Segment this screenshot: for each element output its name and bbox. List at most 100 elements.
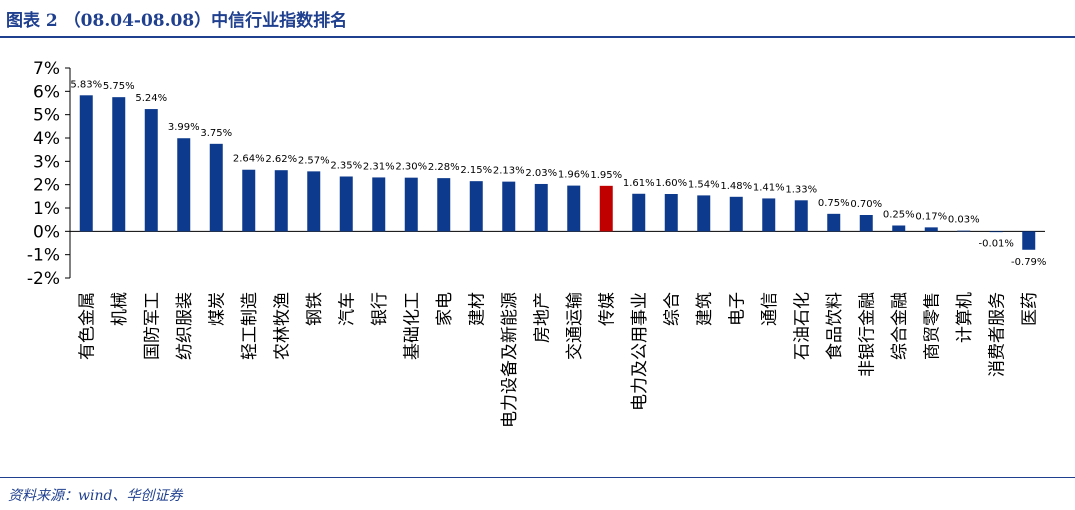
- category-label-7: 钢铁: [305, 292, 325, 326]
- data-label-26: 0.17%: [915, 211, 947, 222]
- category-label-26: 商贸零售: [922, 292, 942, 360]
- axis-layer: 7% 6% 5% 4% 3% 2% 1% 0% -1% -2%: [27, 59, 1045, 289]
- bar-16: [599, 185, 613, 232]
- category-label-14: 房地产: [532, 292, 552, 343]
- bar-17: [632, 193, 646, 232]
- y-tick-label: 6%: [33, 82, 60, 102]
- figure-title: 图表 2 （08.04-08.08）中信行业指数排名: [6, 11, 348, 31]
- bar-25: [892, 225, 906, 232]
- category-label-9: 银行: [370, 292, 390, 326]
- y-tick-label: 2%: [33, 176, 60, 196]
- bar-23: [827, 213, 841, 232]
- bar-5: [242, 169, 256, 232]
- category-label-23: 食品饮料: [825, 292, 845, 360]
- data-label-3: 3.99%: [168, 122, 200, 133]
- bar-11: [437, 178, 451, 232]
- category-label-17: 电力及公用事业: [630, 292, 650, 411]
- category-label-18: 综合: [662, 292, 682, 326]
- bar-13: [502, 181, 516, 232]
- y-tick-label: 5%: [33, 106, 60, 126]
- data-label-24: 0.70%: [850, 199, 882, 210]
- data-label-28: -0.01%: [979, 239, 1014, 250]
- category-label-25: 综合金融: [890, 292, 910, 360]
- bar-0: [79, 95, 93, 232]
- data-label-0: 5.83%: [70, 79, 102, 90]
- data-label-18: 1.60%: [655, 178, 687, 189]
- category-label-1: 机械: [110, 292, 130, 326]
- category-label-10: 基础化工: [402, 292, 422, 360]
- bar-24: [859, 215, 873, 232]
- data-label-layer: 5.83% 5.75%5.24% 3.99%3.75% 2.64% 2.62% 2.57%…: [70, 79, 1046, 267]
- bar-26: [924, 227, 938, 232]
- category-label-27: 计算机: [955, 292, 975, 343]
- category-label-layer: 有色金属 机械 国防军工 纺织服装 煤炭 轻工制造 农林牧渔 钢铁 汽车 银行 基础化工 家电 建材 电力…: [77, 292, 1040, 428]
- category-label-21: 通信: [760, 292, 780, 326]
- bar-4: [209, 143, 223, 232]
- category-label-5: 轻工制造: [240, 292, 260, 360]
- category-label-0: 有色金属: [77, 292, 97, 360]
- data-label-25: 0.25%: [883, 210, 915, 221]
- data-label-4: 3.75%: [200, 128, 232, 139]
- category-label-29: 医药: [1020, 292, 1040, 326]
- bar-8: [339, 176, 353, 232]
- bar-22: [794, 200, 808, 232]
- data-label-9: 2.31%: [363, 161, 395, 172]
- bar-14: [534, 183, 548, 232]
- category-label-8: 汽车: [337, 292, 357, 326]
- data-label-16: 1.95%: [590, 170, 622, 181]
- bar-9: [372, 177, 386, 232]
- category-label-24: 非银行金融: [857, 292, 877, 377]
- bar-chart: 7% 6% 5% 4% 3% 2% 1% 0% -1% -2% 5.83% 5.75%5.24% 3.…: [27, 59, 1047, 428]
- data-label-17: 1.61%: [623, 178, 655, 189]
- category-label-28: 消费者服务: [987, 292, 1007, 377]
- category-label-19: 建筑: [695, 292, 715, 326]
- data-label-20: 1.48%: [720, 181, 752, 192]
- bar-27: [957, 230, 971, 232]
- data-label-14: 2.03%: [525, 168, 557, 179]
- bar-1: [112, 97, 126, 232]
- bar-20: [729, 196, 743, 232]
- y-tick-label: 4%: [33, 129, 60, 149]
- category-label-3: 纺织服装: [175, 292, 195, 360]
- data-label-5: 2.64%: [233, 154, 265, 165]
- category-label-13: 电力设备及新能源: [500, 292, 520, 428]
- category-label-12: 建材: [467, 292, 487, 326]
- data-label-2: 5.24%: [135, 93, 167, 104]
- data-label-7: 2.57%: [298, 155, 330, 166]
- bar-7: [307, 171, 321, 232]
- data-label-27: 0.03%: [948, 215, 980, 226]
- source-note: 资料来源：wind、华创证券: [8, 488, 183, 504]
- data-label-29: -0.79%: [1011, 257, 1046, 268]
- data-label-11: 2.28%: [428, 162, 460, 173]
- category-label-20: 电子: [727, 292, 747, 326]
- bar-15: [567, 185, 581, 232]
- data-label-10: 2.30%: [395, 162, 427, 173]
- bar-12: [469, 181, 483, 232]
- data-label-8: 2.35%: [330, 161, 362, 172]
- category-label-22: 石油石化: [792, 292, 812, 360]
- data-label-22: 1.33%: [785, 184, 817, 195]
- data-label-23: 0.75%: [818, 198, 850, 209]
- bar-2: [144, 109, 158, 232]
- data-label-6: 2.62%: [265, 154, 297, 165]
- category-label-6: 农林牧渔: [272, 292, 292, 360]
- data-label-19: 1.54%: [688, 179, 720, 190]
- bottom-rule: [0, 477, 1075, 478]
- y-tick-label: 7%: [33, 59, 60, 79]
- category-label-16: 传媒: [597, 292, 617, 326]
- bar-29: [1022, 231, 1036, 250]
- data-label-21: 1.41%: [753, 182, 785, 193]
- title-bar: 图表 2 （08.04-08.08）中信行业指数排名: [0, 0, 1075, 36]
- category-label-15: 交通运输: [565, 292, 585, 360]
- bar-18: [664, 194, 678, 232]
- bar-6: [274, 170, 288, 232]
- data-label-12: 2.15%: [460, 165, 492, 176]
- category-label-2: 国防军工: [142, 292, 162, 360]
- y-tick-label: -1%: [27, 246, 60, 266]
- top-rule: [0, 36, 1075, 38]
- y-tick-label: -2%: [27, 269, 60, 289]
- y-tick-label: 0%: [33, 222, 60, 242]
- y-tick-label: 1%: [33, 199, 60, 219]
- data-label-15: 1.96%: [558, 170, 590, 181]
- bar-28: [989, 231, 1003, 233]
